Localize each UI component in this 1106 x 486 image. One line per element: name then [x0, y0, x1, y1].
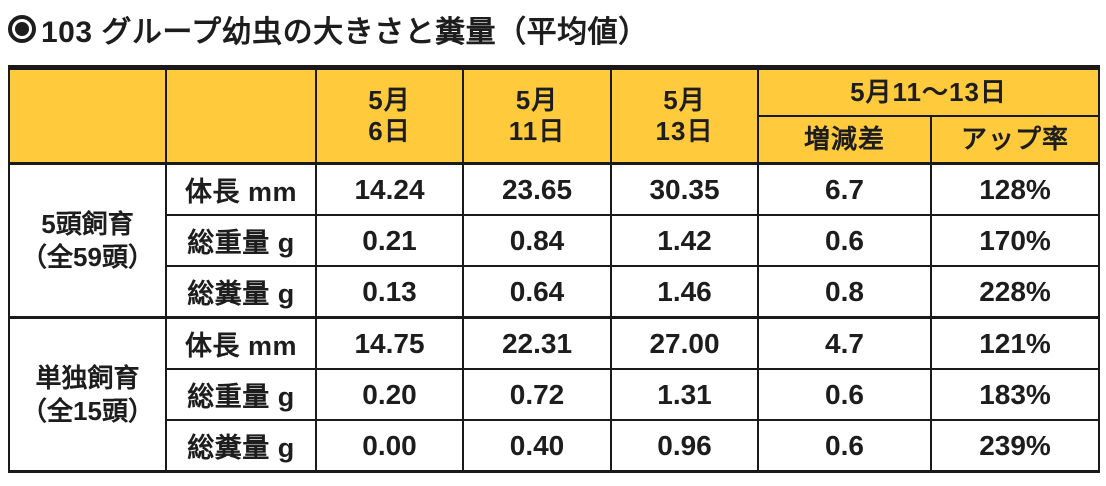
data-cell: 0.40 — [462, 419, 612, 473]
page-title-text: 103 グループ幼虫の大きさと糞量（平均値） — [41, 16, 649, 49]
data-cell: 0.13 — [315, 265, 464, 319]
header-rate: アップ率 — [930, 115, 1100, 165]
header-corner-metric — [165, 66, 317, 165]
data-cell: 0.64 — [462, 265, 612, 319]
group-label-5head: 5頭飼育 （全59頭） — [8, 162, 167, 319]
table-row: 総重量 g 0.21 0.84 1.42 0.6 170% — [9, 214, 1100, 267]
table-row: 単独飼育 （全15頭） 体長 mm 14.75 22.31 27.00 4.7 … — [8, 316, 1100, 473]
header-date-may11: 5月 11日 — [462, 66, 612, 165]
data-cell: 0.84 — [462, 214, 612, 267]
data-cell: 14.75 — [315, 316, 464, 370]
header-date-may6: 5月 6日 — [315, 66, 464, 165]
table-row: 総糞量 g 0.13 0.64 1.46 0.8 228% — [9, 265, 1100, 319]
data-cell: 170% — [930, 214, 1100, 267]
table-row: 5頭飼育 （全59頭） 体長 mm 14.24 23.65 30.35 6.7 … — [8, 162, 1100, 319]
table-row: 総重量 g 0.20 0.72 1.31 0.6 183% — [9, 368, 1100, 421]
data-cell: 30.35 — [610, 162, 759, 216]
data-cell: 0.8 — [757, 265, 932, 319]
data-cell: 1.46 — [610, 265, 759, 319]
data-cell: 121% — [930, 316, 1100, 370]
metric-label: 体長 mm — [165, 162, 317, 216]
data-cell: 0.6 — [757, 368, 932, 421]
data-cell: 0.20 — [315, 368, 464, 421]
table-row: 総糞量 g 0.00 0.40 0.96 0.6 239% — [9, 419, 1100, 473]
metric-label: 体長 mm — [165, 316, 317, 370]
data-cell: 1.42 — [610, 214, 759, 267]
data-cell: 27.00 — [610, 316, 759, 370]
data-cell: 228% — [930, 265, 1100, 319]
bullseye-icon — [8, 15, 36, 43]
data-cell: 0.6 — [757, 419, 932, 473]
group-label-solo: 単独飼育 （全15頭） — [8, 316, 167, 473]
metric-label: 総重量 g — [165, 368, 317, 421]
metric-label: 総重量 g — [165, 214, 317, 267]
header-corner-group — [8, 66, 167, 165]
data-cell: 0.96 — [610, 419, 759, 473]
header-date-range: 5月11～13日 — [757, 66, 1100, 117]
data-cell: 0.00 — [315, 419, 464, 473]
data-cell: 183% — [930, 368, 1100, 421]
data-cell: 0.72 — [462, 368, 612, 421]
data-cell: 14.24 — [315, 162, 464, 216]
data-cell: 23.65 — [462, 162, 612, 216]
data-cell: 1.31 — [610, 368, 759, 421]
header-date-may13: 5月 13日 — [610, 66, 759, 165]
data-cell: 128% — [930, 162, 1100, 216]
data-cell: 6.7 — [757, 162, 932, 216]
metric-label: 総糞量 g — [165, 419, 317, 473]
header-diff: 増減差 — [757, 115, 932, 165]
page-title: 103 グループ幼虫の大きさと糞量（平均値） — [8, 7, 1106, 51]
data-cell: 0.6 — [757, 214, 932, 267]
data-cell: 239% — [930, 419, 1100, 473]
data-cell: 0.21 — [315, 214, 464, 267]
metric-label: 総糞量 g — [165, 265, 317, 319]
data-cell: 4.7 — [757, 316, 932, 370]
larva-size-table: 5月 6日 5月 11日 5月 13日 5月11～13日 増減差 アップ率 5頭… — [8, 65, 1100, 473]
data-cell: 22.31 — [462, 316, 612, 370]
